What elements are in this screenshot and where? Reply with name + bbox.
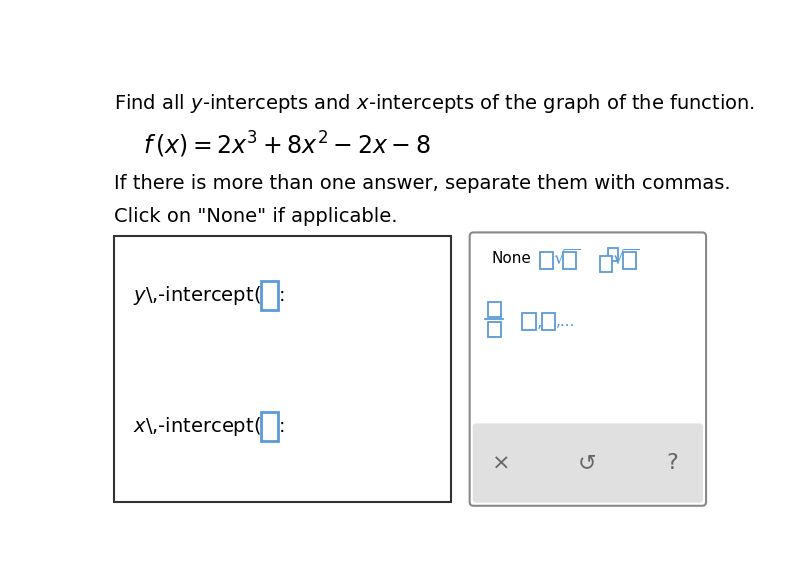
FancyBboxPatch shape	[522, 313, 535, 330]
FancyBboxPatch shape	[487, 302, 501, 317]
FancyBboxPatch shape	[563, 252, 576, 269]
Text: $f\,(x)=2x^{3}+8x^{2}-2x-8$: $f\,(x)=2x^{3}+8x^{2}-2x-8$	[142, 130, 430, 160]
FancyBboxPatch shape	[262, 412, 278, 441]
FancyBboxPatch shape	[608, 248, 618, 261]
Text: Click on "None" if applicable.: Click on "None" if applicable.	[114, 207, 398, 226]
Text: If there is more than one answer, separate them with commas.: If there is more than one answer, separa…	[114, 174, 730, 193]
Text: ,: ,	[536, 312, 542, 331]
Text: $x$\,-intercept(s):: $x$\,-intercept(s):	[133, 415, 284, 438]
FancyBboxPatch shape	[114, 236, 451, 502]
FancyBboxPatch shape	[470, 233, 706, 506]
FancyBboxPatch shape	[600, 255, 612, 272]
FancyBboxPatch shape	[542, 313, 555, 330]
Text: ×: ×	[492, 454, 510, 473]
FancyBboxPatch shape	[540, 252, 553, 269]
Text: $\sqrt{\;\;}$: $\sqrt{\;\;}$	[553, 249, 580, 268]
Text: $\sqrt{\;\;}$: $\sqrt{\;\;}$	[612, 249, 640, 268]
Text: ↺: ↺	[578, 454, 596, 473]
Text: None: None	[491, 251, 531, 266]
Text: ?: ?	[666, 454, 678, 473]
FancyBboxPatch shape	[262, 281, 278, 310]
Text: ,...: ,...	[556, 314, 575, 329]
FancyBboxPatch shape	[487, 322, 501, 337]
FancyBboxPatch shape	[473, 423, 703, 503]
Text: $y$\,-intercept(s):: $y$\,-intercept(s):	[133, 284, 284, 307]
Text: Find all $y$-intercepts and $x$-intercepts of the graph of the function.: Find all $y$-intercepts and $x$-intercep…	[114, 92, 755, 114]
FancyBboxPatch shape	[623, 252, 635, 269]
